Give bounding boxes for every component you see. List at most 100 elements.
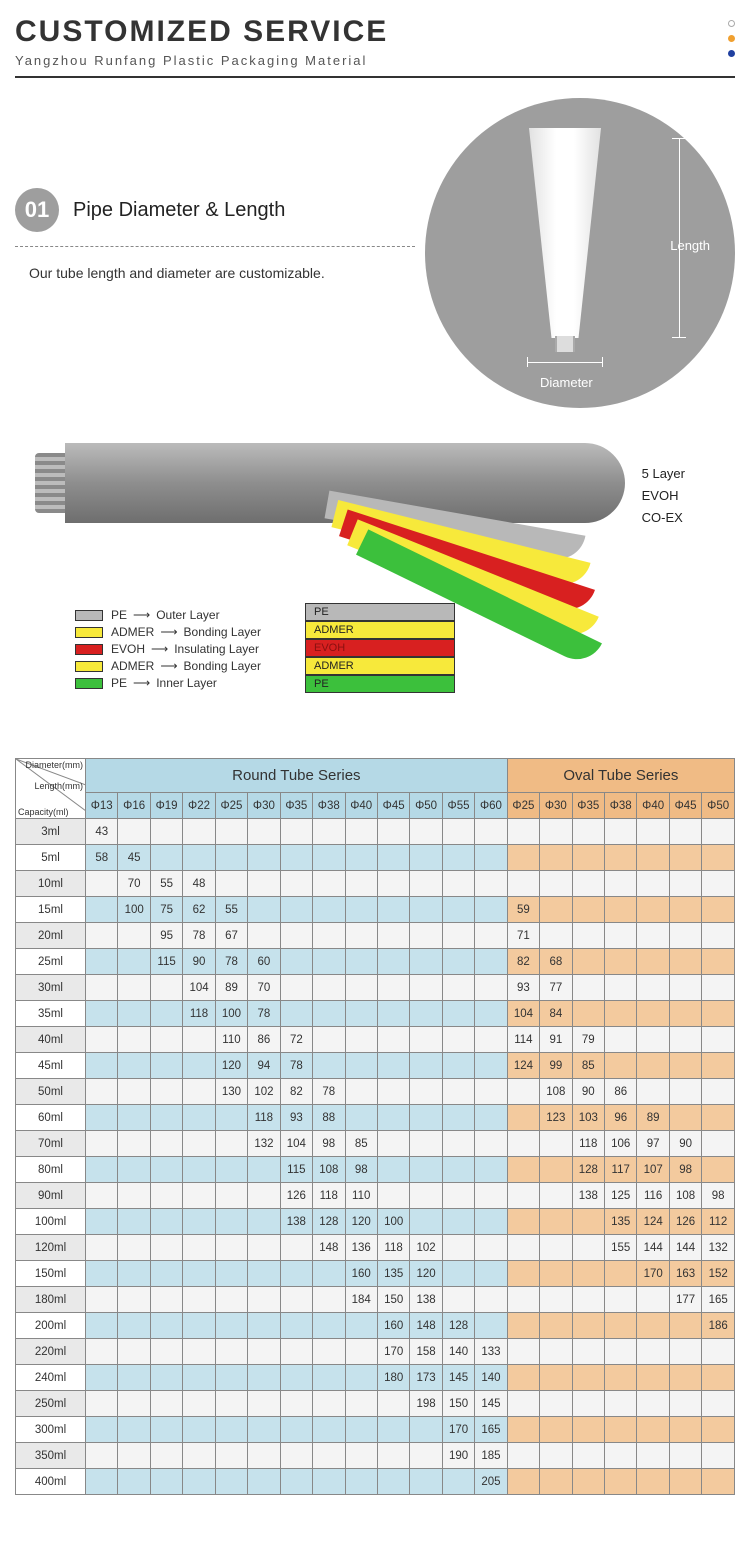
table-cell (280, 1339, 312, 1365)
capacity-cell: 5ml (16, 845, 86, 871)
table-cell (442, 949, 474, 975)
table-cell (118, 1209, 150, 1235)
table-cell (572, 1443, 604, 1469)
table-cell (345, 1469, 377, 1495)
table-cell: 185 (475, 1443, 507, 1469)
table-cell (150, 1209, 182, 1235)
table-cell (215, 1105, 247, 1131)
table-cell (313, 1417, 345, 1443)
table-cell (118, 1313, 150, 1339)
table-cell: 144 (669, 1235, 701, 1261)
table-cell (215, 1417, 247, 1443)
table-cell (377, 1001, 409, 1027)
table-cell (377, 975, 409, 1001)
table-cell (150, 1105, 182, 1131)
table-cell (215, 1157, 247, 1183)
table-cell (118, 1391, 150, 1417)
table-cell (637, 1469, 669, 1495)
table-cell (183, 1027, 215, 1053)
table-cell (410, 1131, 442, 1157)
table-cell (86, 1313, 118, 1339)
table-cell (442, 1469, 474, 1495)
table-cell (669, 1313, 701, 1339)
table-cell (377, 897, 409, 923)
table-cell (150, 1001, 182, 1027)
table-cell (669, 1339, 701, 1365)
table-cell (183, 819, 215, 845)
capacity-cell: 60ml (16, 1105, 86, 1131)
table-cell: 86 (605, 1079, 637, 1105)
layer-right-label: CO-EX (642, 507, 685, 529)
table-row: 50ml13010282781089086 (16, 1079, 735, 1105)
round-col-header: Φ55 (442, 793, 474, 819)
table-cell (702, 897, 735, 923)
round-col-header: Φ60 (475, 793, 507, 819)
table-cell: 88 (313, 1105, 345, 1131)
table-cell (605, 1313, 637, 1339)
table-cell (118, 1443, 150, 1469)
oval-col-header: Φ50 (702, 793, 735, 819)
table-cell (280, 871, 312, 897)
table-row: 20ml95786771 (16, 923, 735, 949)
table-row: 30ml10489709377 (16, 975, 735, 1001)
table-cell (215, 1209, 247, 1235)
table-cell (605, 871, 637, 897)
table-cell (345, 1365, 377, 1391)
table-row: 150ml160135120170163152 (16, 1261, 735, 1287)
table-cell (86, 975, 118, 1001)
table-cell (410, 1183, 442, 1209)
table-cell (637, 1339, 669, 1365)
table-cell (605, 897, 637, 923)
table-cell: 145 (475, 1391, 507, 1417)
table-cell (540, 923, 572, 949)
table-cell: 117 (605, 1157, 637, 1183)
table-cell (442, 1079, 474, 1105)
table-cell: 85 (572, 1053, 604, 1079)
table-cell: 160 (345, 1261, 377, 1287)
table-cell: 118 (572, 1131, 604, 1157)
table-cell: 148 (313, 1235, 345, 1261)
table-cell (442, 1053, 474, 1079)
capacity-cell: 10ml (16, 871, 86, 897)
table-cell (475, 871, 507, 897)
table-cell (507, 1391, 539, 1417)
table-cell (605, 1365, 637, 1391)
table-cell (475, 1209, 507, 1235)
table-cell (86, 1131, 118, 1157)
table-row: 3ml43 (16, 819, 735, 845)
table-cell (605, 819, 637, 845)
table-cell (313, 1365, 345, 1391)
table-cell (377, 1391, 409, 1417)
table-cell: 190 (442, 1443, 474, 1469)
table-cell (605, 1053, 637, 1079)
table-cell (572, 1261, 604, 1287)
table-cell (313, 1001, 345, 1027)
table-cell (118, 1157, 150, 1183)
table-cell (86, 1339, 118, 1365)
tube-dimension-illustration: Length Diameter (425, 98, 735, 408)
table-cell (86, 1391, 118, 1417)
table-cell: 160 (377, 1313, 409, 1339)
table-cell (507, 1157, 539, 1183)
table-cell (248, 897, 280, 923)
table-cell: 150 (377, 1287, 409, 1313)
table-cell (442, 1235, 474, 1261)
table-cell (507, 819, 539, 845)
table-cell (410, 897, 442, 923)
table-cell (475, 1183, 507, 1209)
table-cell: 115 (280, 1157, 312, 1183)
table-cell (410, 1001, 442, 1027)
table-cell (86, 1209, 118, 1235)
table-cell (345, 949, 377, 975)
table-cell (540, 897, 572, 923)
oval-col-header: Φ25 (507, 793, 539, 819)
table-cell (540, 1183, 572, 1209)
table-cell: 120 (215, 1053, 247, 1079)
table-cell (702, 1339, 735, 1365)
table-cell (637, 923, 669, 949)
table-row: 200ml160148128186 (16, 1313, 735, 1339)
table-cell (572, 871, 604, 897)
table-cell (410, 1027, 442, 1053)
table-cell: 112 (702, 1209, 735, 1235)
round-col-header: Φ40 (345, 793, 377, 819)
